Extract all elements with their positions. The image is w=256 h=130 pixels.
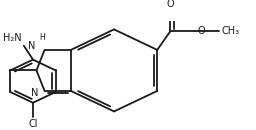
Text: O: O xyxy=(197,26,205,36)
Text: Cl: Cl xyxy=(28,119,38,129)
Text: H: H xyxy=(39,33,45,42)
Text: N: N xyxy=(28,41,35,51)
Text: CH₃: CH₃ xyxy=(221,26,239,36)
Text: O: O xyxy=(167,0,174,9)
Text: H₂N: H₂N xyxy=(3,33,22,43)
Text: N: N xyxy=(31,88,38,98)
